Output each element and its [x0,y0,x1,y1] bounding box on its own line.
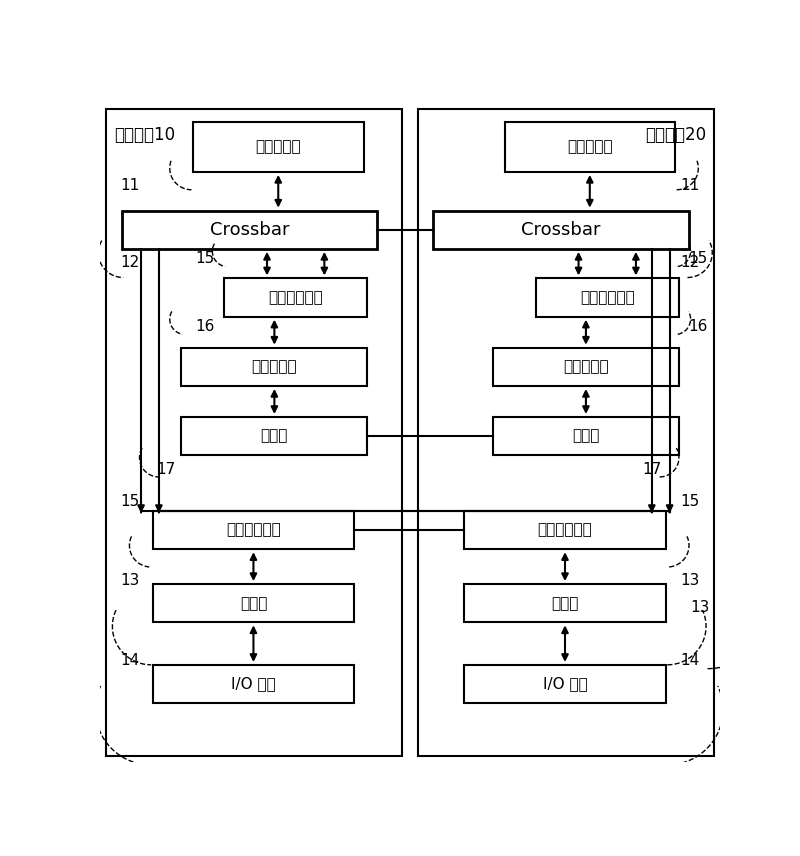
Text: 12: 12 [120,255,139,270]
Text: 12: 12 [681,255,700,270]
Text: 11: 11 [681,178,700,193]
Text: 存储器: 存储器 [261,429,288,443]
Text: 15: 15 [681,494,700,509]
Bar [153,665,354,704]
Text: 13: 13 [681,573,700,587]
Bar [182,348,367,386]
Text: 存储控制器: 存储控制器 [563,360,609,374]
Text: 计算单元核: 计算单元核 [255,140,301,154]
Bar [493,417,679,455]
Bar [535,278,679,317]
Text: 13: 13 [690,599,710,615]
Text: 存储器: 存储器 [572,429,600,443]
Text: 14: 14 [681,653,700,669]
Bar [493,348,679,386]
Text: 计算单元核: 计算单元核 [567,140,613,154]
Text: Crossbar: Crossbar [522,221,601,239]
Bar [434,211,689,249]
Bar [182,417,367,455]
Text: 第一系统10: 第一系统10 [114,126,175,144]
Text: 17: 17 [642,461,662,477]
Bar [153,584,354,622]
Bar [505,122,675,172]
Bar [193,122,363,172]
Text: 检查控制单元: 检查控制单元 [226,522,281,538]
Text: 第二系统20: 第二系统20 [645,126,706,144]
Text: 检查控制单元: 检查控制单元 [538,522,592,538]
Text: 15: 15 [688,251,707,265]
Text: I/O 设备: I/O 设备 [542,676,587,692]
Text: 15: 15 [120,494,139,509]
Text: 16: 16 [688,318,708,334]
Text: 外设桥: 外设桥 [551,596,578,610]
Text: 检查控制单元: 检查控制单元 [580,290,634,305]
Text: 13: 13 [120,573,139,587]
Bar [464,665,666,704]
Text: 11: 11 [120,178,139,193]
Text: 外设桥: 外设桥 [240,596,267,610]
Bar [464,584,666,622]
Bar [122,211,378,249]
Text: 15: 15 [195,251,214,265]
Bar [464,511,666,550]
Bar [224,278,367,317]
Text: 14: 14 [120,653,139,669]
Text: I/O 设备: I/O 设备 [231,676,276,692]
Text: Crossbar: Crossbar [210,221,290,239]
Text: 存储控制器: 存储控制器 [251,360,297,374]
Text: 16: 16 [195,318,214,334]
Bar [106,109,402,756]
Text: 17: 17 [157,461,176,477]
Bar [153,511,354,550]
Text: 检查控制单元: 检查控制单元 [268,290,323,305]
Bar [418,109,714,756]
